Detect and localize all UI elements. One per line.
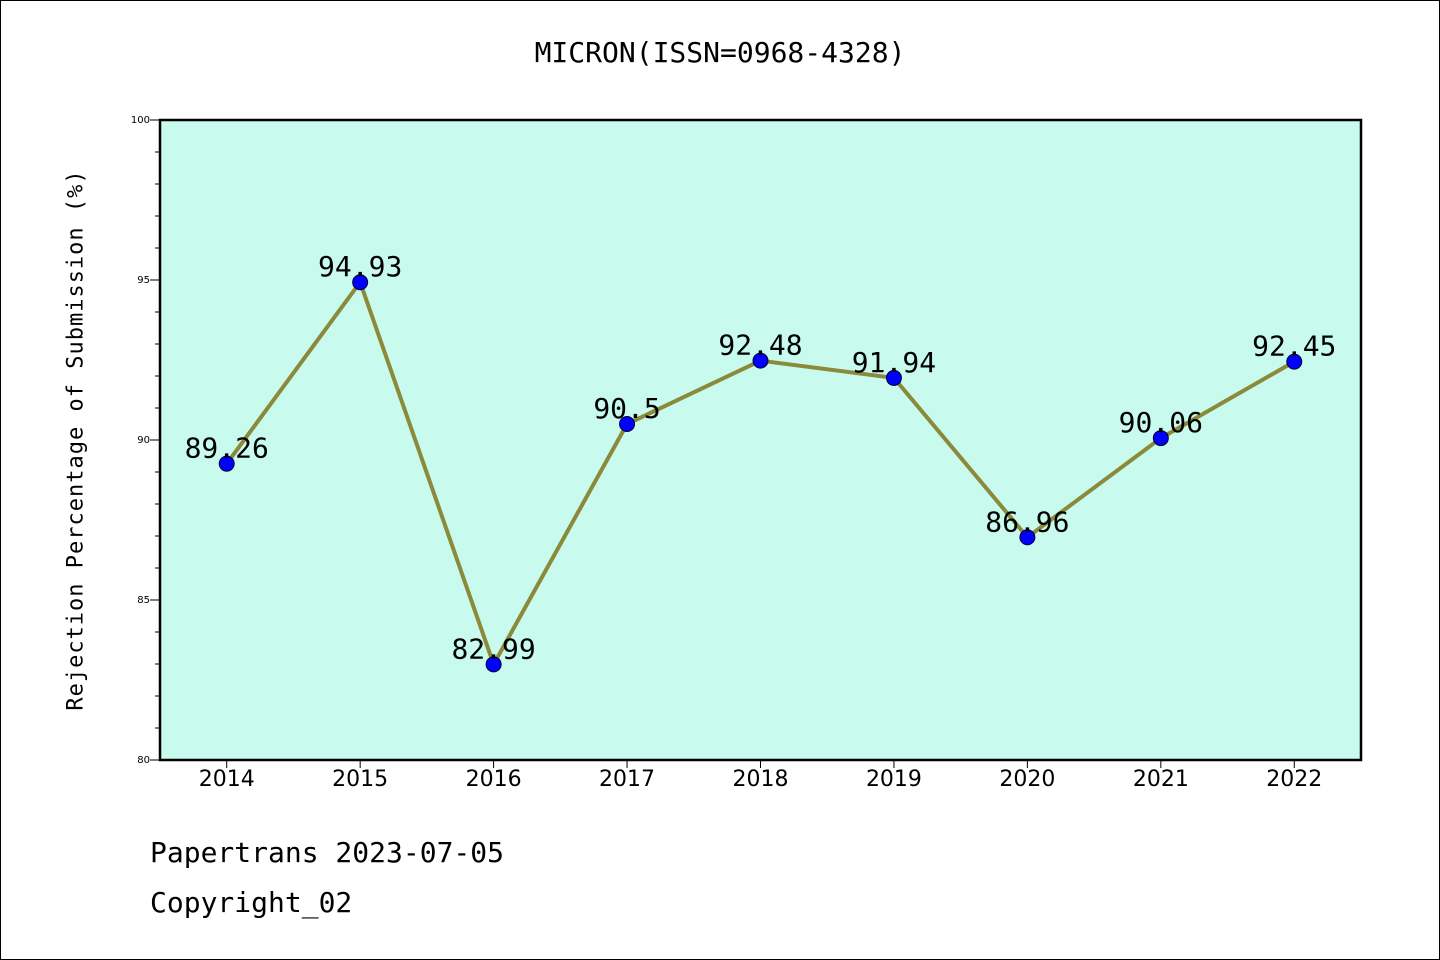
plot-border — [158, 118, 1363, 762]
y-tick-label: 90 — [137, 435, 150, 446]
x-ticks: 2014 2015 2016 2017 2018 2019 2020 2021 2022 — [199, 760, 1322, 792]
data-label: 90.06 — [1119, 406, 1203, 439]
y-major-ticks: 80 85 90 95 100 — [131, 115, 160, 766]
x-tick-label: 2018 — [733, 767, 789, 792]
data-label: 92.48 — [718, 329, 802, 362]
y-tick-label: 100 — [131, 115, 150, 126]
data-label: 90.5 — [593, 392, 660, 425]
data-point — [885, 369, 902, 386]
data-point — [1286, 353, 1303, 370]
footer-copyright: Copyright_02 — [150, 886, 353, 919]
chart-title: MICRON(ISSN=0968-4328) — [534, 36, 906, 69]
data-label: 92.45 — [1252, 330, 1336, 363]
data-point — [485, 656, 502, 673]
x-tick-label: 2020 — [999, 767, 1055, 792]
plot-area — [160, 120, 1361, 760]
data-point — [218, 455, 235, 472]
data-point — [1019, 529, 1036, 546]
data-label: 91.94 — [852, 346, 936, 379]
x-tick-label: 2019 — [866, 767, 922, 792]
y-tick-label: 80 — [137, 755, 150, 766]
data-label: 82.99 — [451, 632, 535, 665]
footer-date: Papertrans 2023-07-05 — [150, 836, 505, 869]
data-markers — [218, 274, 1303, 673]
x-tick-label: 2014 — [199, 767, 255, 792]
y-tick-label: 85 — [137, 595, 150, 606]
x-tick-label: 2022 — [1266, 767, 1322, 792]
data-point — [619, 416, 636, 432]
x-tick-label: 2015 — [332, 767, 388, 792]
data-point — [352, 274, 369, 291]
data-labels: 89.26 94.93 82.99 90.5 92.48 91.94 86.96 90.06 9… — [185, 250, 1337, 665]
data-label: 94.93 — [318, 250, 402, 283]
data-label: 86.96 — [985, 505, 1069, 538]
y-tick-label: 95 — [137, 275, 150, 286]
data-label: 89.26 — [185, 432, 269, 465]
data-point — [1152, 430, 1169, 447]
x-tick-label: 2016 — [466, 767, 522, 792]
x-tick-label: 2021 — [1133, 767, 1189, 792]
data-point — [752, 352, 769, 369]
x-tick-label: 2017 — [599, 767, 655, 792]
